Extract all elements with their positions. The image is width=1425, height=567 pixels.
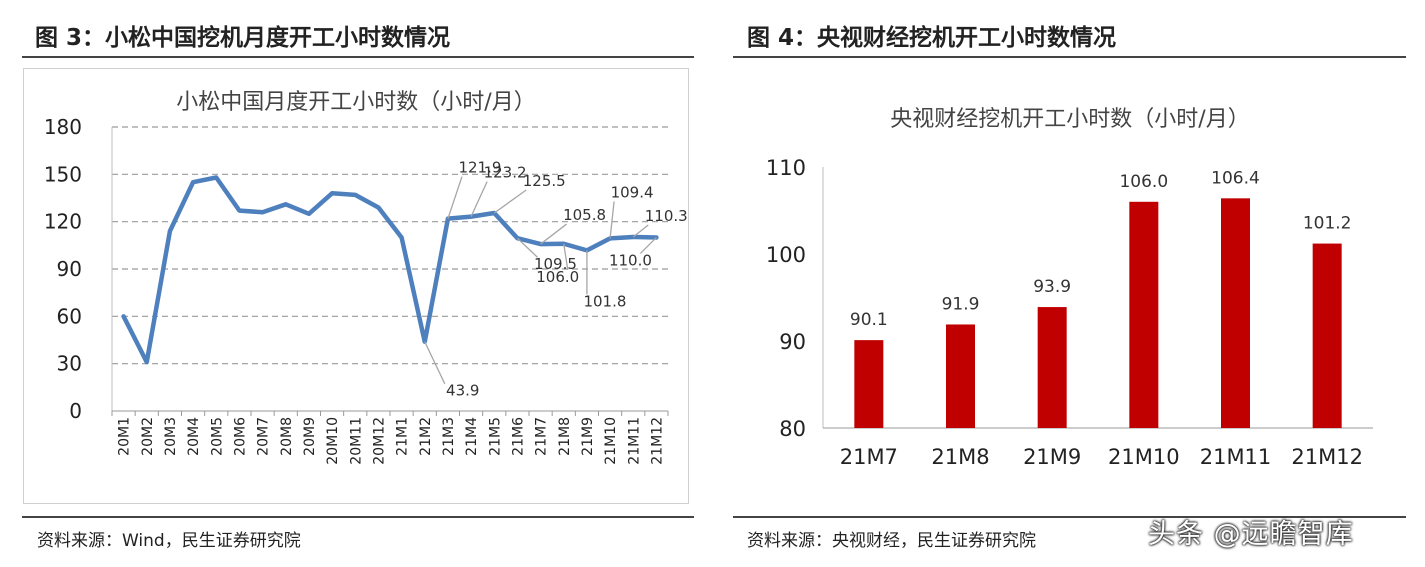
x-tick-label: 21M8	[557, 417, 573, 456]
x-tick-label: 21M5	[487, 417, 503, 456]
series-line	[121, 175, 659, 365]
x-tick-label: 21M12	[1291, 445, 1363, 469]
bar	[1037, 307, 1067, 428]
watermark-text: 头条 @远瞻智库	[1148, 519, 1354, 550]
x-tick-label: 21M9	[1023, 445, 1081, 469]
chart-title: 央视财经挖机开工小时数（小时/月）	[890, 107, 1249, 132]
figure-3-heading: 图 3：小松中国挖机月度开工小时数情况	[35, 25, 451, 51]
bar	[946, 324, 975, 428]
x-tick-label: 20M11	[348, 417, 364, 465]
chart-title: 小松中国月度开工小时数（小时/月）	[176, 90, 535, 115]
data-label-leader	[470, 181, 488, 217]
data-label: 123.2	[484, 164, 527, 182]
figure-3-chart-area: 小松中国月度开工小时数（小时/月） 0 30 60 90 120 150 180 20M1 20M…	[23, 68, 689, 504]
x-tick-label: 21M4	[464, 417, 480, 456]
y-tick-label: 80	[779, 417, 806, 441]
x-tick-label: 20M2	[140, 417, 156, 456]
x-tick-label: 20M7	[256, 417, 272, 456]
data-label: 121.9	[458, 159, 501, 177]
data-label: 93.9	[1033, 277, 1071, 297]
y-tick-label: 150	[44, 162, 82, 186]
bar	[1221, 198, 1250, 428]
bar	[854, 340, 884, 428]
y-tick-label: 180	[44, 115, 82, 139]
data-label-leader	[540, 223, 567, 245]
x-tick-label: 21M6	[510, 417, 526, 456]
data-label: 101.2	[1303, 214, 1352, 234]
x-tick-label: 21M11	[1200, 445, 1272, 469]
figure-4-heading: 图 4：央视财经挖机开工小时数情况	[747, 25, 1117, 51]
x-tick-label: 21M8	[931, 445, 989, 469]
data-label-leader	[639, 236, 657, 254]
y-tick-label: 120	[44, 210, 82, 234]
x-tick-label: 21M2	[418, 417, 434, 456]
data-label: 90.1	[850, 310, 888, 330]
data-label: 110.3	[645, 207, 688, 225]
figure-4-chart-area: 央视财经挖机开工小时数（小时/月） 80 90 100 110 90.1 21M7 91.9 2…	[742, 68, 1402, 504]
figure-3-top-rule	[22, 56, 694, 58]
y-tick-label: 60	[57, 304, 82, 328]
y-tick-label: 0	[69, 399, 82, 423]
data-label: 106.0	[536, 268, 579, 286]
data-label-leader	[609, 201, 615, 239]
data-label: 106.4	[1211, 168, 1260, 188]
x-tick-label: 21M9	[580, 417, 596, 456]
data-label: 109.4	[611, 183, 654, 201]
bar	[1129, 201, 1159, 428]
figure-4-top-rule	[733, 56, 1406, 58]
y-tick-label: 100	[766, 243, 806, 267]
x-tick-label: 21M3	[441, 417, 457, 456]
y-tick-label: 30	[57, 352, 82, 376]
data-label-leader	[447, 176, 463, 219]
data-label-leader	[632, 224, 649, 238]
data-label-leader	[493, 189, 527, 214]
x-tick-label: 21M12	[649, 417, 665, 465]
data-label: 91.9	[942, 294, 980, 314]
figure-3-bottom-rule	[22, 516, 694, 518]
data-label: 43.9	[446, 382, 479, 400]
data-label-leader	[516, 237, 538, 258]
data-label: 106.0	[1119, 172, 1168, 192]
figure-4-bottom-rule	[733, 516, 1406, 518]
x-tick-label: 20M6	[232, 417, 248, 456]
x-tick-label: 21M7	[840, 445, 898, 469]
x-tick-label: 21M11	[626, 417, 642, 465]
y-tick-label: 110	[766, 156, 806, 180]
bar-chart: 央视财经挖机开工小时数（小时/月） 80 90 100 110 90.1 21M7 91.9 2…	[766, 107, 1373, 469]
x-tick-label: 20M3	[163, 417, 179, 456]
data-label-leader	[424, 341, 446, 385]
y-tick-label: 90	[779, 330, 806, 354]
bar	[1312, 243, 1342, 428]
data-label-leader	[563, 243, 569, 270]
y-tick-label: 90	[57, 257, 82, 281]
x-tick-label: 20M8	[279, 417, 295, 456]
data-label: 125.5	[523, 172, 566, 190]
data-label: 101.8	[583, 292, 626, 310]
x-tick-label: 21M7	[534, 417, 550, 456]
data-label: 105.8	[563, 206, 606, 224]
x-tick-label: 21M10	[603, 417, 619, 465]
figure-4-source: 资料来源：央视财经，民生证券研究院	[747, 531, 1036, 551]
line-chart: 小松中国月度开工小时数（小时/月） 0 30 60 90 120 150 180 20M1 20M…	[44, 90, 688, 465]
data-label: 110.0	[609, 251, 652, 269]
x-tick-label: 21M10	[1108, 445, 1180, 469]
x-tick-label: 20M5	[209, 417, 225, 456]
figure-3-source: 资料来源：Wind，民生证券研究院	[37, 531, 301, 551]
x-tick-label: 20M10	[325, 417, 341, 465]
x-tick-label: 21M1	[395, 417, 411, 456]
x-tick-label: 20M9	[302, 417, 318, 456]
x-tick-label: 20M12	[371, 417, 387, 465]
x-tick-label: 20M4	[186, 417, 202, 456]
x-tick-label: 20M1	[117, 417, 133, 456]
